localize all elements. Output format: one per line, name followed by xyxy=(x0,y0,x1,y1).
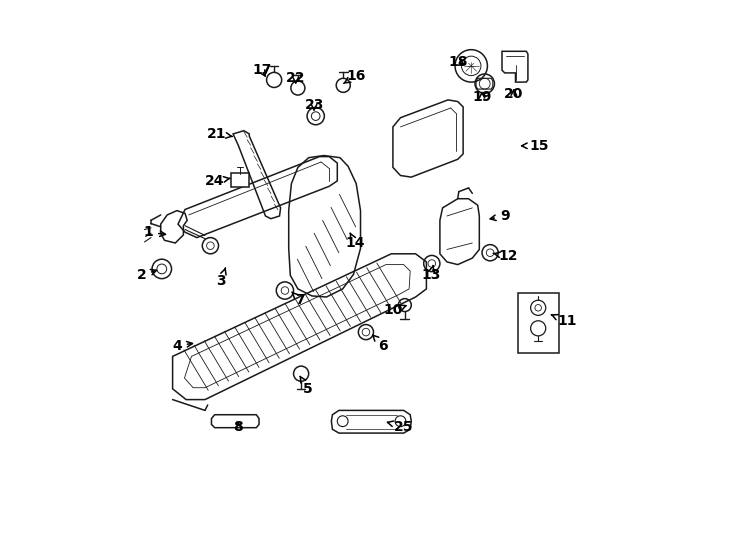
Text: 20: 20 xyxy=(504,87,523,102)
Text: 8: 8 xyxy=(233,420,244,434)
Text: 13: 13 xyxy=(421,266,440,282)
Text: 23: 23 xyxy=(305,98,324,112)
Text: 12: 12 xyxy=(493,249,518,264)
Text: 7: 7 xyxy=(292,292,305,307)
Text: 18: 18 xyxy=(448,55,468,69)
Text: 15: 15 xyxy=(522,139,548,153)
Text: 10: 10 xyxy=(383,303,406,318)
FancyBboxPatch shape xyxy=(517,293,559,353)
Text: 3: 3 xyxy=(217,268,226,288)
Text: 11: 11 xyxy=(551,314,576,328)
Text: 17: 17 xyxy=(252,63,272,77)
Text: 2: 2 xyxy=(137,268,156,282)
FancyBboxPatch shape xyxy=(231,173,250,187)
Text: 16: 16 xyxy=(344,69,366,83)
Text: 6: 6 xyxy=(373,335,388,353)
Text: 1: 1 xyxy=(143,225,165,239)
Text: 14: 14 xyxy=(346,233,365,250)
Text: 4: 4 xyxy=(172,339,192,353)
Text: 19: 19 xyxy=(473,90,492,104)
Text: 22: 22 xyxy=(286,71,305,85)
Text: 9: 9 xyxy=(490,209,509,223)
Text: 5: 5 xyxy=(300,376,313,396)
Text: 24: 24 xyxy=(205,174,230,188)
Text: 25: 25 xyxy=(388,420,413,434)
Text: 21: 21 xyxy=(207,127,232,141)
